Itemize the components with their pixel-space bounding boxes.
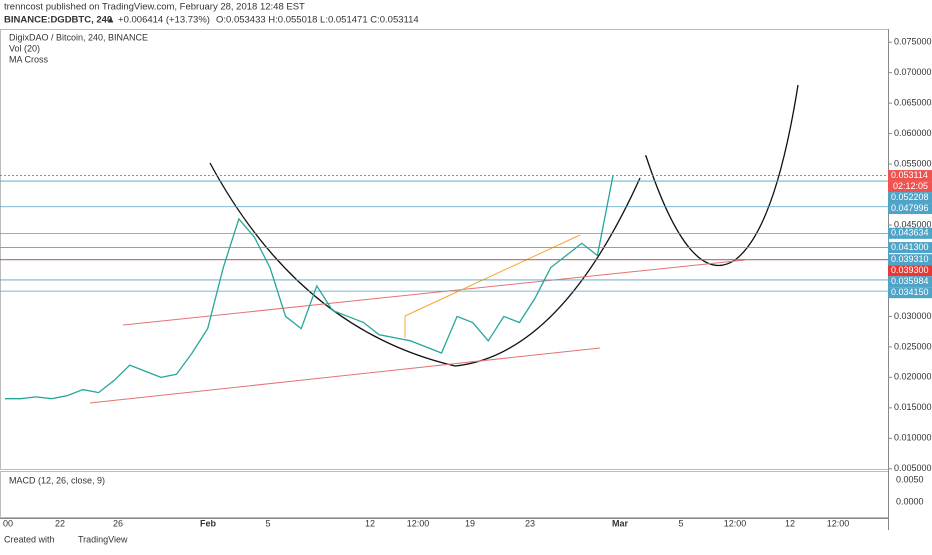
y-tick-label: 0.055000 (894, 158, 932, 168)
price-level-label: 0.053114 (891, 170, 928, 180)
symbol: BINANCE:DGDBTC, 240 (4, 15, 112, 26)
x-tick-label: 00 (3, 518, 13, 528)
y-tick-label: 0.030000 (894, 311, 932, 321)
footer-brand: TradingView (78, 534, 128, 544)
price-line (5, 175, 614, 400)
y-tick-label: 0.005000 (894, 463, 932, 473)
y-tick-label: 0.045000 (894, 219, 932, 229)
price-level-label: 0.041300 (891, 242, 929, 252)
x-tick-label: 12:00 (407, 518, 430, 528)
y-tick-label: 0.015000 (894, 402, 932, 412)
price-level-box (888, 192, 932, 204)
y-tick-label: 0.010000 (894, 433, 932, 443)
x-tick-label: 12 (365, 518, 375, 528)
x-tick-label: Mar (612, 518, 629, 528)
x-tick-label: 12 (785, 518, 795, 528)
price-level-label: 0.039300 (891, 265, 929, 275)
macd-tick-label: 0.0000 (896, 496, 924, 506)
channel-lines (89, 259, 746, 404)
change: ▲ +0.006414 (+13.73%) (106, 15, 210, 26)
cup-curve (209, 162, 641, 367)
x-tick-label: 5 (678, 518, 683, 528)
x-tick-label: 26 (113, 518, 123, 528)
y-tick-label: 0.020000 (894, 372, 932, 382)
x-tick-label: 22 (55, 518, 65, 528)
flag-lines (404, 234, 581, 338)
x-tick-label: 23 (525, 518, 535, 528)
y-tick-label: 0.070000 (894, 67, 932, 77)
price-level-label: 0.052208 (891, 192, 929, 202)
x-tick-label: 12:00 (827, 518, 850, 528)
price-level-box (888, 170, 932, 182)
legend-ma: MA Cross (9, 54, 49, 64)
legend-vol: Vol (20) (9, 43, 40, 53)
publisher: trenncost published on TradingView.com, … (4, 2, 305, 13)
x-tick-label: 12:00 (724, 518, 747, 528)
price-level-box (888, 227, 932, 239)
x-tick-label: Feb (200, 518, 217, 528)
y-tick-label: 0.065000 (894, 98, 932, 108)
ohlc: O:0.053433 H:0.055018 L:0.051471 C:0.053… (216, 15, 419, 26)
y-tick-label: 0.060000 (894, 128, 932, 138)
y-tick-label: 0.075000 (894, 37, 932, 47)
price-level-label: 0.035984 (891, 276, 929, 286)
x-tick-label: 19 (465, 518, 475, 528)
price-level-label: 0.034150 (891, 287, 929, 297)
macd-tick-label: 0.0050 (896, 474, 924, 484)
legend-title: DigixDAO / Bitcoin, 240, BINANCE (9, 32, 148, 42)
price-level-box (888, 254, 932, 266)
countdown: 02:12:05 (893, 181, 928, 191)
price-level-box (888, 203, 932, 215)
countdown-box (888, 181, 932, 193)
price-level-box (888, 242, 932, 254)
macd-title: MACD (12, 26, close, 9) (9, 475, 105, 485)
price-level-label: 0.043634 (891, 228, 929, 238)
price-level-label: 0.047996 (891, 203, 929, 213)
price-level-box (888, 265, 932, 277)
footer-created: Created with (4, 534, 55, 544)
price-level-label: 0.039310 (891, 254, 929, 264)
price-level-box (888, 287, 932, 299)
price-level-box (888, 276, 932, 288)
y-tick-label: 0.025000 (894, 341, 932, 351)
x-tick-label: 5 (265, 518, 270, 528)
